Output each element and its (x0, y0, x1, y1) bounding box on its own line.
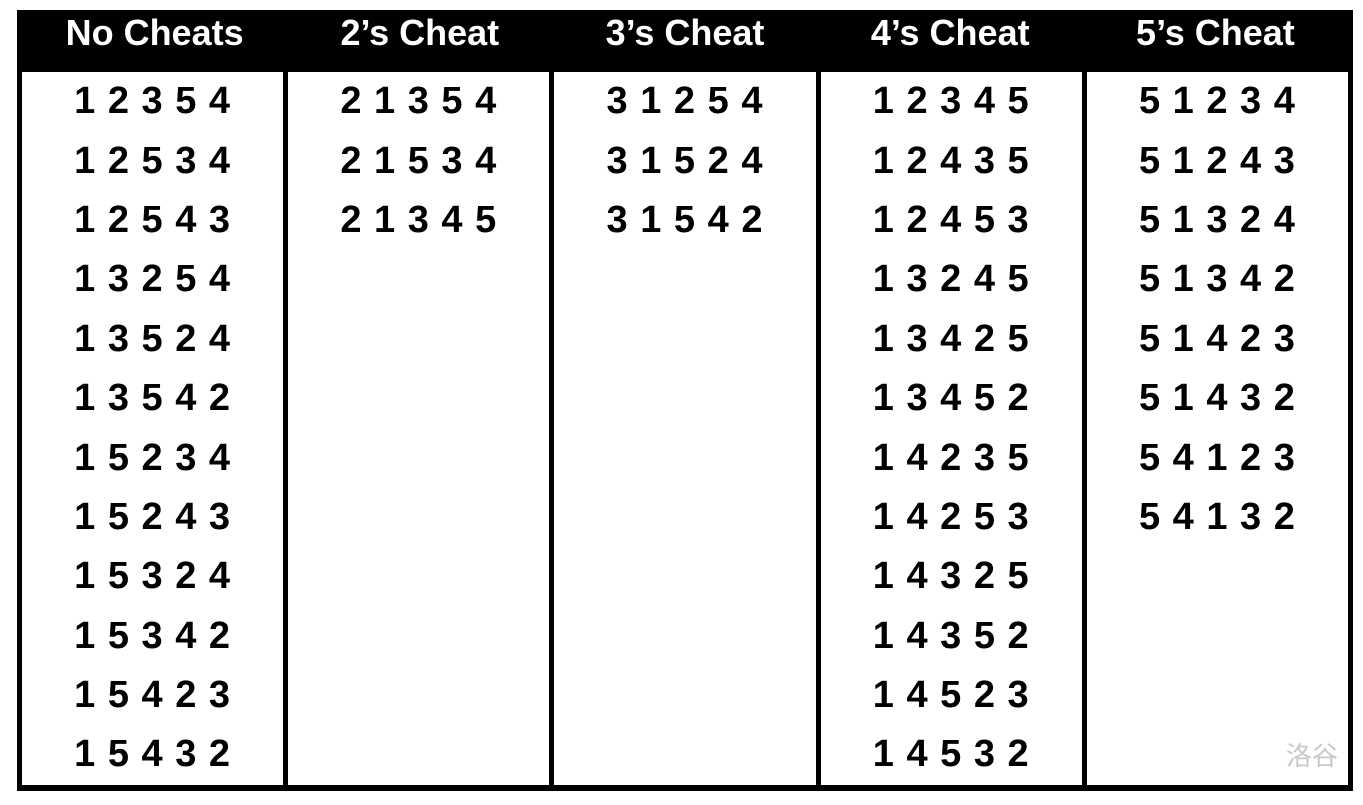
column-header-2s-cheat: 2’s Cheat (340, 12, 500, 53)
column-header-4s-cheat: 4’s Cheat (870, 12, 1030, 53)
permutation-cell: 1 5 4 3 2 (74, 733, 232, 776)
permutation-cell: 1 2 3 4 5 (872, 80, 1030, 123)
permutation-cell: 1 2 5 3 4 (74, 139, 232, 182)
permutation-cell: 1 2 4 5 3 (872, 198, 1030, 241)
column-header-3s-cheat: 3’s Cheat (605, 12, 765, 53)
permutation-cell: 2 1 5 3 4 (340, 139, 498, 182)
permutation-cell: 5 4 1 2 3 (1138, 436, 1296, 479)
permutation-cell: 1 2 5 4 3 (74, 198, 232, 241)
permutation-cell: 1 4 2 5 3 (872, 495, 1030, 538)
permutation-cell: 2 1 3 5 4 (340, 80, 498, 123)
column-header-no-cheats: No Cheats (65, 12, 244, 53)
permutation-cell: 5 1 3 2 4 (1138, 198, 1296, 241)
permutation-cell: 1 5 2 4 3 (74, 495, 232, 538)
permutation-cell: 2 1 3 4 5 (340, 198, 498, 241)
table-header-row: No Cheats 2’s Cheat 3’s Cheat 4’s Cheat 5’s … (22, 10, 1348, 72)
permutation-cell: 1 4 3 5 2 (872, 614, 1030, 657)
permutation-cell: 5 1 2 3 4 (1138, 80, 1296, 123)
permutation-cell: 1 3 5 4 2 (74, 377, 232, 420)
permutation-cell: 3 1 5 4 2 (606, 198, 764, 241)
column-2s-cheat: 2 1 3 5 4 2 1 5 3 4 2 1 3 4 5 (283, 72, 549, 785)
column-no-cheats: 1 2 3 5 4 1 2 5 3 4 1 2 5 4 3 1 3 2 5 4 1 3 … (22, 72, 283, 785)
column-5s-cheat: 5 1 2 3 4 5 1 2 4 3 5 1 3 2 4 5 1 3 4 2 5 1 … (1081, 72, 1348, 785)
watermark-luogu: 洛谷 (1285, 741, 1338, 771)
permutation-cell: 1 5 3 2 4 (74, 555, 232, 598)
permutation-cell: 1 3 2 4 5 (872, 258, 1030, 301)
permutation-cell: 1 4 3 2 5 (872, 555, 1030, 598)
permutation-cell: 1 2 4 3 5 (872, 139, 1030, 182)
column-4s-cheat: 1 2 3 4 5 1 2 4 3 5 1 2 4 5 3 1 3 2 4 5 1 3 … (815, 72, 1082, 785)
permutation-cell: 1 3 5 2 4 (74, 317, 232, 360)
permutation-cell: 1 3 4 2 5 (872, 317, 1030, 360)
permutation-cell: 1 5 2 3 4 (74, 436, 232, 479)
permutation-cell: 5 1 4 3 2 (1138, 377, 1296, 420)
permutation-cell: 3 1 2 5 4 (606, 80, 764, 123)
permutation-cell: 1 3 4 5 2 (872, 377, 1030, 420)
permutation-cell: 5 1 4 2 3 (1138, 317, 1296, 360)
permutation-cell: 5 1 3 4 2 (1138, 258, 1296, 301)
permutation-cell: 3 1 5 2 4 (606, 139, 764, 182)
permutation-cell: 1 4 5 2 3 (872, 674, 1030, 717)
permutation-cell: 1 4 5 3 2 (872, 733, 1030, 776)
permutation-cell: 1 3 2 5 4 (74, 258, 232, 301)
table-body: 1 2 3 5 4 1 2 5 3 4 1 2 5 4 3 1 3 2 5 4 1 3 … (22, 72, 1348, 785)
permutation-cell: 1 4 2 3 5 (872, 436, 1030, 479)
permutation-table: No Cheats 2’s Cheat 3’s Cheat 4’s Cheat 5’s … (17, 10, 1353, 791)
permutation-cell: 5 4 1 3 2 (1138, 495, 1296, 538)
permutation-cell: 1 5 3 4 2 (74, 614, 232, 657)
column-3s-cheat: 3 1 2 5 4 3 1 5 2 4 3 1 5 4 2 (549, 72, 815, 785)
column-header-5s-cheat: 5’s Cheat (1136, 12, 1295, 53)
permutation-cell: 1 2 3 5 4 (74, 80, 232, 123)
permutation-cell: 5 1 2 4 3 (1138, 139, 1296, 182)
permutation-cell: 1 5 4 2 3 (74, 674, 232, 717)
